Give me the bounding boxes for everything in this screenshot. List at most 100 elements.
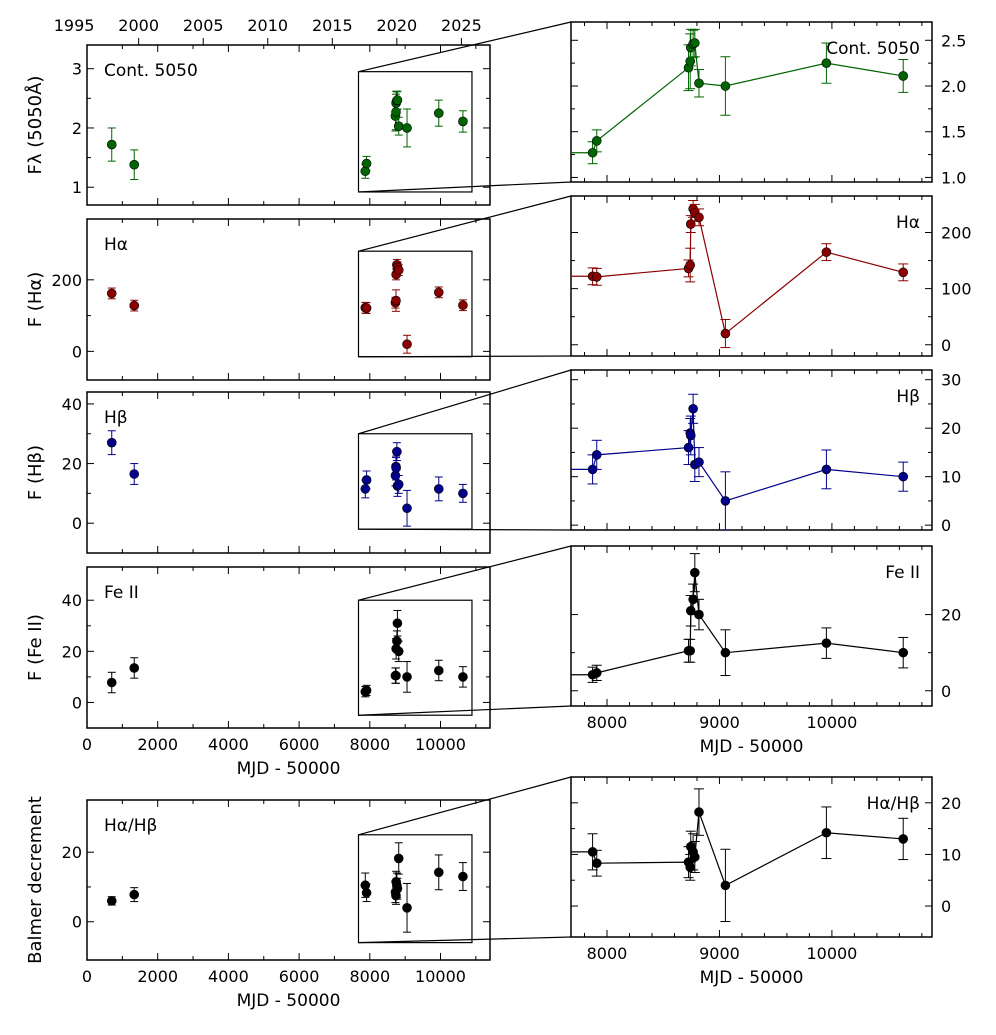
zoom-region-box (357, 250, 473, 358)
data-point (433, 665, 444, 676)
data-point (106, 139, 117, 150)
y-axis-label: Balmer decrement (25, 796, 46, 964)
data-point (821, 827, 832, 838)
data-point (690, 38, 700, 48)
data-point (391, 463, 401, 473)
data-point (690, 852, 700, 862)
data-point (433, 867, 444, 878)
data-point (433, 108, 444, 118)
data-point (106, 677, 117, 688)
x-tick-label: 8000 (349, 967, 390, 986)
data-point (129, 469, 140, 479)
y-tick-label: 200 (51, 271, 82, 290)
plot-frame (570, 776, 933, 938)
year-tick-label: 2005 (183, 16, 224, 35)
x-tick-label: 10000 (415, 967, 466, 986)
data-point (898, 71, 909, 81)
data-point (458, 300, 468, 311)
data-point (106, 437, 117, 448)
zoom-region-box (357, 433, 473, 530)
data-point (898, 834, 909, 844)
plot-frame (86, 44, 491, 206)
y-tick-label: 0 (72, 514, 82, 533)
panel-halpha-zoom: 0 100 200 Hα (570, 195, 972, 357)
zoom-connector-line (358, 776, 572, 836)
y-tick-label: 20 (941, 419, 961, 438)
zoom-connector-line (358, 21, 572, 73)
zoom-connector-line (358, 355, 572, 358)
data-point (821, 247, 832, 257)
data-point (821, 638, 832, 648)
y-tick-label: 20 (941, 794, 961, 813)
data-point (392, 446, 402, 457)
year-tick-label: 1995 (54, 16, 95, 35)
x-tick-label: 6000 (279, 967, 320, 986)
data-point (392, 95, 403, 105)
x-tick-label: 8000 (349, 735, 390, 754)
panel-label: Hα (896, 213, 920, 233)
data-point (821, 58, 832, 68)
x-tick-label: 4000 (208, 967, 249, 986)
plot-frame (86, 566, 491, 729)
data-point (685, 56, 696, 67)
y-tick-label: 40 (62, 395, 82, 414)
data-point (106, 288, 117, 299)
data-point (898, 267, 909, 278)
x-axis-label: MJD - 50000 (237, 991, 341, 1011)
panel-label: Hβ (896, 387, 920, 407)
zoom-connector-line (358, 369, 572, 435)
plot-frame (86, 799, 491, 961)
year-tick-label: 2015 (312, 16, 353, 35)
data-point (458, 871, 468, 882)
data-point (393, 646, 404, 657)
series-line (571, 811, 904, 887)
data-point (694, 609, 704, 620)
data-point (591, 136, 602, 146)
year-tick-label: 2000 (118, 16, 159, 35)
y-tick-label: 30 (941, 371, 961, 390)
data-point (402, 503, 412, 514)
data-point (587, 847, 598, 857)
plot-frame (86, 218, 491, 381)
x-axis-label: MJD - 50000 (237, 759, 341, 779)
zoom-connector-line (358, 528, 572, 531)
data-point (361, 888, 372, 898)
data-point (898, 647, 909, 658)
series-line (571, 572, 904, 676)
panel-label: Cont. 5050 (104, 61, 198, 81)
y-tick-label: 0 (941, 682, 951, 701)
year-tick-label: 2020 (376, 16, 417, 35)
data-point (392, 618, 403, 629)
data-point (402, 339, 412, 350)
plot-frame (570, 545, 933, 707)
data-point (129, 159, 140, 170)
data-point (587, 147, 598, 158)
data-point (402, 123, 412, 133)
data-point (694, 78, 704, 89)
data-point (694, 807, 704, 817)
zoom-data (571, 393, 909, 530)
y-tick-label: 20 (62, 455, 82, 474)
data-point (694, 457, 704, 467)
y-tick-label: 2.5 (941, 31, 966, 50)
data-point (392, 883, 403, 894)
y-tick-label: 3 (72, 60, 82, 79)
zoom-connector-line (358, 545, 572, 601)
data-point (690, 567, 700, 578)
y-tick-label: 10 (941, 468, 961, 487)
data-point (591, 272, 602, 282)
data-point (129, 889, 140, 900)
data-point (694, 212, 704, 223)
data-point (393, 479, 404, 490)
plot-frame (86, 391, 491, 554)
data-point (393, 121, 404, 131)
panel-continuum-overview: 1 2 3 Fλ (5050Å) Cont. 5050 1995 2000 2005 2010 2… (24, 16, 491, 206)
series-line (571, 408, 904, 502)
y-tick-label: 20 (941, 606, 961, 625)
y-axis-label: F (Hβ) (25, 445, 46, 500)
zoom-data (571, 28, 909, 165)
x-tick-label: 8000 (587, 944, 628, 963)
y-tick-label: 2 (72, 119, 82, 138)
data-point (720, 496, 731, 506)
data-point (361, 303, 372, 313)
